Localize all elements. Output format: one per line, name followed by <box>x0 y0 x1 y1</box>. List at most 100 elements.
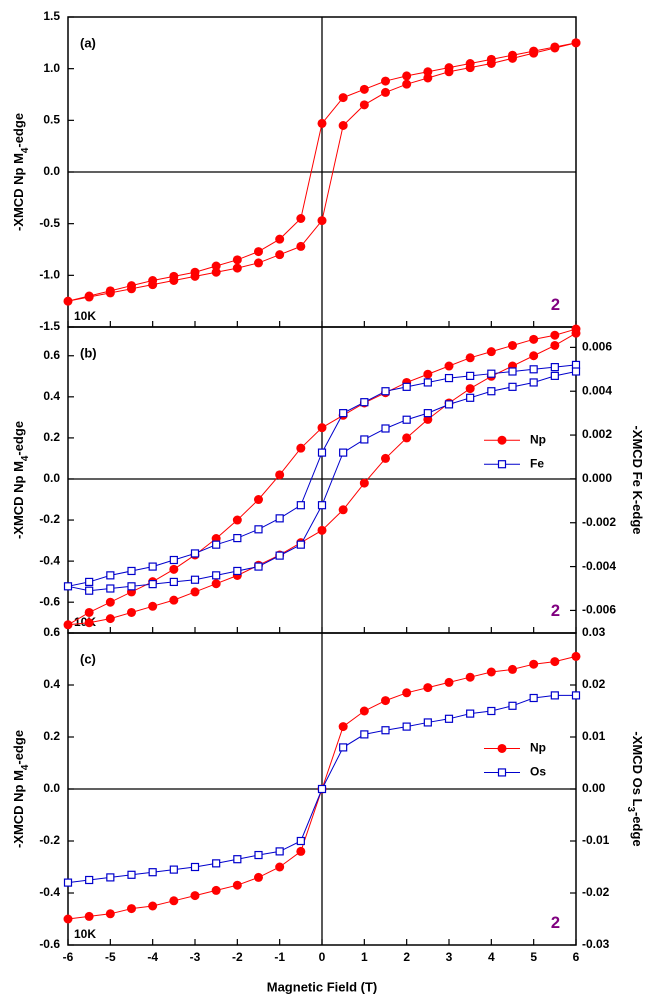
compound-label-sub: 2 <box>551 296 560 314</box>
marker <box>423 683 433 693</box>
marker <box>212 859 221 868</box>
marker <box>232 515 242 525</box>
marker <box>402 433 412 443</box>
panel-label: (b) <box>80 345 97 360</box>
marker <box>190 587 200 597</box>
marker <box>296 501 305 510</box>
y-tick-label: 0.4 <box>43 389 60 403</box>
marker <box>127 870 136 879</box>
marker <box>529 351 539 361</box>
marker <box>423 369 433 379</box>
marker <box>444 714 454 723</box>
marker <box>275 470 285 480</box>
y2-axis-title: -XMCD Fe K-edge <box>630 425 645 534</box>
y2-tick-label: 0.004 <box>582 383 612 397</box>
marker <box>508 701 517 710</box>
marker <box>232 263 242 273</box>
marker <box>359 84 369 94</box>
marker <box>339 409 348 418</box>
marker <box>423 718 432 727</box>
x-tick-label: -4 <box>147 950 158 964</box>
marker <box>529 378 538 387</box>
marker <box>402 722 411 731</box>
marker <box>402 382 411 391</box>
marker <box>169 896 179 906</box>
marker <box>84 607 94 617</box>
marker <box>571 360 581 370</box>
marker <box>508 382 517 391</box>
marker <box>571 38 581 48</box>
marker <box>466 393 475 402</box>
marker <box>211 267 221 277</box>
y-axis-title-sub: 4 <box>20 764 31 770</box>
y-tick-label: 1.0 <box>43 61 60 75</box>
legend-marker <box>497 743 507 753</box>
marker <box>444 373 454 383</box>
marker <box>381 87 390 97</box>
y2-tick-label: 0.03 <box>582 625 606 639</box>
marker <box>317 216 327 226</box>
marker <box>254 850 263 860</box>
marker <box>63 582 73 591</box>
marker <box>466 371 475 380</box>
marker <box>190 549 200 558</box>
marker <box>275 862 285 872</box>
legend-marker <box>497 435 507 445</box>
marker <box>444 361 454 371</box>
marker <box>360 730 369 739</box>
marker <box>465 672 475 682</box>
y-axis-title-part: -XMCD Np M <box>11 461 26 539</box>
marker <box>105 614 115 624</box>
marker <box>359 100 369 110</box>
marker <box>381 424 390 433</box>
marker <box>508 340 517 350</box>
marker <box>233 855 242 864</box>
y-tick-label: -0.4 <box>39 553 60 567</box>
marker <box>444 400 454 409</box>
legend-label: Np <box>530 741 546 755</box>
marker <box>317 118 327 128</box>
compound-label: 2 <box>551 914 560 932</box>
marker <box>63 620 73 630</box>
marker <box>402 71 412 81</box>
marker <box>127 566 136 576</box>
marker <box>550 691 559 700</box>
marker <box>465 384 475 394</box>
y2-tick-label: 0.01 <box>582 729 606 743</box>
marker <box>85 875 94 885</box>
y2-tick-label: -0.03 <box>582 937 610 951</box>
marker <box>148 601 158 611</box>
marker <box>571 328 581 338</box>
y2-axis-title-part: -XMCD Fe K-edge <box>630 425 645 534</box>
y-axis-title: -XMCD Np M4-edge <box>11 113 31 231</box>
x-tick-label: 5 <box>530 950 537 964</box>
marker <box>190 575 200 584</box>
y-tick-label: 0.0 <box>43 164 60 178</box>
marker <box>169 577 178 587</box>
marker <box>465 63 475 73</box>
marker <box>571 651 581 661</box>
marker <box>296 214 306 223</box>
marker <box>359 478 369 488</box>
marker <box>105 909 115 919</box>
x-tick-label: 0 <box>319 950 326 964</box>
marker <box>106 584 115 593</box>
y-tick-label: 0.6 <box>43 348 60 362</box>
plot-frame <box>67 632 577 946</box>
y-axis-title-part: -edge <box>11 421 26 456</box>
marker <box>550 340 560 350</box>
marker <box>529 659 539 669</box>
marker <box>296 540 305 549</box>
marker <box>254 495 263 505</box>
panel-label: (c) <box>80 651 96 666</box>
marker <box>338 121 348 130</box>
marker <box>254 525 263 534</box>
marker <box>339 448 348 457</box>
temperature-label: 10K <box>74 309 96 323</box>
y-tick-label: -0.6 <box>39 594 60 608</box>
marker <box>423 409 432 418</box>
y-tick-label: -1.0 <box>39 268 60 282</box>
marker <box>254 872 263 882</box>
y2-tick-label: 0.002 <box>582 427 612 441</box>
